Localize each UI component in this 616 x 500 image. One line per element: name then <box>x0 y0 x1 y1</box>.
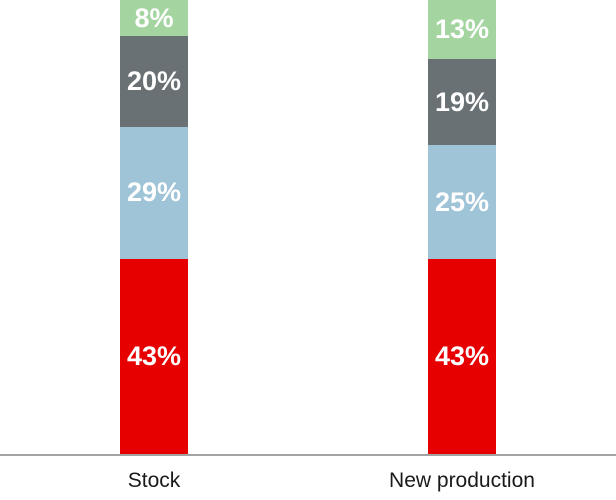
segment-value-label: 13% <box>434 14 490 44</box>
bar-new-production-segment-green: 13% <box>428 0 496 60</box>
plot-area: 8% 20% 29% 43% 13% 19% 25% 43% <box>0 0 616 456</box>
bar-stock-segment-red: 43% <box>120 258 188 454</box>
bar-stock-segment-green: 8% <box>120 0 188 37</box>
bar-new-production-segment-red: 43% <box>428 258 496 454</box>
segment-value-label: 20% <box>126 66 182 97</box>
x-axis-label-stock: Stock <box>127 469 181 492</box>
bar-new-production: 13% 19% 25% 43% <box>428 0 496 454</box>
bar-stock: 8% 20% 29% 43% <box>120 0 188 454</box>
segment-value-label: 43% <box>434 340 490 371</box>
segment-value-label: 29% <box>126 177 182 208</box>
bar-new-production-segment-dark-gray: 19% <box>428 59 496 146</box>
segment-value-label: 8% <box>134 2 174 33</box>
bar-new-production-segment-light-blue: 25% <box>428 145 496 259</box>
segment-value-label: 43% <box>126 340 182 371</box>
bar-stock-segment-light-blue: 29% <box>120 127 188 259</box>
x-axis-label-new-production: New production <box>389 469 535 492</box>
segment-value-label: 19% <box>434 86 490 117</box>
segment-value-label: 25% <box>434 186 490 217</box>
bar-stock-segment-dark-gray: 20% <box>120 36 188 128</box>
